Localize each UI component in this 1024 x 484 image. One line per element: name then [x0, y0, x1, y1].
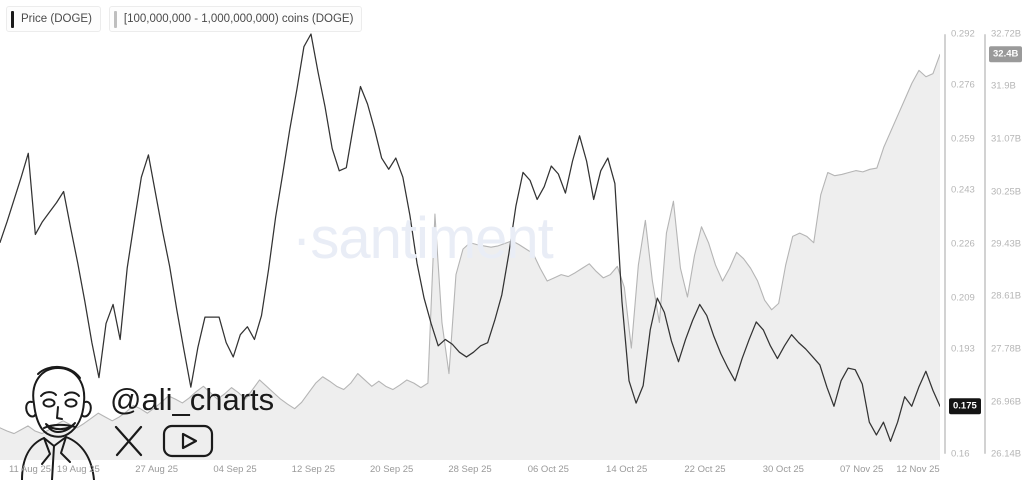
legend-swatch-price [11, 10, 14, 28]
legend-label-price: Price (DOGE) [21, 12, 92, 25]
supply-axis[interactable]: 32.72B 31.9B 31.07B 30.25B 29.43B 28.61B 27.78… [984, 28, 1024, 460]
supply-tick: 32.72B [991, 28, 1022, 40]
supply-tick: 30.25B [991, 185, 1022, 197]
x-axis: 11 Aug 25 19 Aug 25 27 Aug 25 04 Sep 25 12 S… [0, 462, 944, 484]
supply-tick: 26.96B [991, 395, 1022, 407]
x-axis-tick: 20 Sep 25 [369, 464, 414, 475]
price-tick: 0.209 [951, 292, 975, 304]
supply-tick: 28.61B [991, 290, 1022, 302]
x-axis-tick: 27 Aug 25 [135, 464, 179, 475]
x-axis-tick: 06 Oct 25 [527, 464, 569, 475]
x-logo-icon [114, 425, 143, 457]
x-axis-tick: 04 Sep 25 [213, 464, 257, 475]
supply-tick: 27.78B [991, 343, 1022, 355]
x-axis-tick: 30 Oct 25 [762, 464, 804, 475]
price-tick: 0.16 [951, 448, 970, 460]
plot-area [0, 28, 940, 460]
chart-svg [0, 33, 940, 460]
legend-label-supply: [100,000,000 - 1,000,000,000) coins (DOG… [123, 12, 354, 25]
x-axis-tick: 14 Oct 25 [606, 464, 648, 475]
x-axis-tick: 12 Sep 25 [291, 464, 335, 475]
supply-value-badge: 32.4B [989, 46, 1023, 63]
supply-line [0, 53, 940, 435]
youtube-icon [162, 424, 214, 458]
supply-tick: 31.07B [991, 133, 1022, 145]
santiment-watermark: ·santiment [292, 206, 554, 271]
price-tick: 0.226 [951, 238, 975, 250]
price-tick: 0.292 [951, 28, 975, 40]
legend-item-price[interactable]: Price (DOGE) [6, 6, 101, 32]
x-axis-tick: 22 Oct 25 [684, 464, 726, 475]
supply-axis-rail [984, 34, 986, 454]
x-axis-tick: 28 Sep 25 [448, 464, 492, 475]
price-tick: 0.243 [951, 184, 975, 196]
supply-area-fill [0, 54, 940, 460]
x-axis-tick: 12 Nov 25 [896, 464, 940, 475]
x-axis-tick: 11 Aug 25 [8, 464, 52, 475]
chart-legend: Price (DOGE) [100,000,000 - 1,000,000,00… [6, 6, 363, 32]
supply-tick: 31.9B [991, 80, 1016, 92]
ali-charts-social-icons [110, 422, 214, 460]
supply-tick: 26.14B [991, 448, 1022, 460]
x-axis-tick: 19 Aug 25 [56, 464, 100, 475]
price-line [0, 33, 940, 442]
legend-item-supply[interactable]: [100,000,000 - 1,000,000,000) coins (DOG… [108, 6, 363, 32]
price-axis[interactable]: 0.292 0.276 0.259 0.243 0.226 0.209 0.193 0.16 … [944, 28, 984, 460]
price-tick: 0.276 [951, 79, 975, 91]
price-axis-rail [944, 34, 946, 454]
price-tick: 0.193 [951, 343, 975, 355]
x-axis-tick: 07 Nov 25 [840, 464, 884, 475]
price-tick: 0.259 [951, 133, 975, 145]
legend-swatch-supply [113, 10, 117, 28]
price-value-badge: 0.175 [949, 398, 981, 415]
supply-tick: 29.43B [991, 238, 1022, 250]
